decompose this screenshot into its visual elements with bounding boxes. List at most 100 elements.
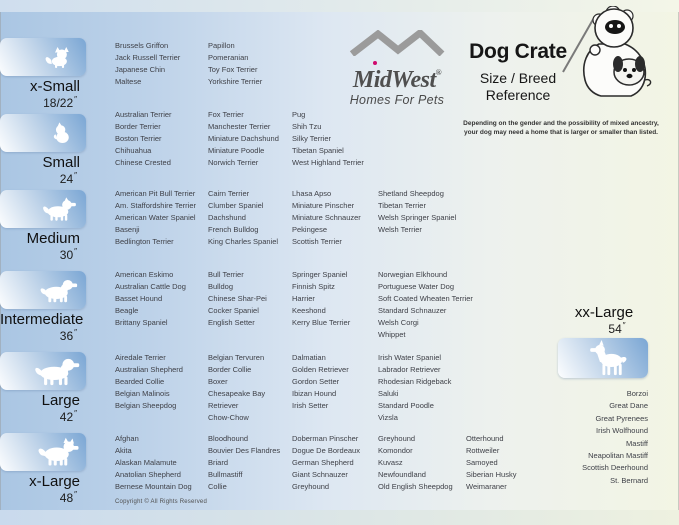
intermediate-dog-icon <box>40 279 78 303</box>
title-block: Dog Crate Size / Breed Reference <box>452 40 584 103</box>
page-subtitle-line1: Size / Breed <box>479 70 557 86</box>
breed-name: Standard Poodle <box>378 401 434 410</box>
breed-column: Pug Shih Tzu Silky Terrier Tibetan Spaniel W… <box>292 109 364 169</box>
breed-name: Cocker Spaniel <box>208 306 259 315</box>
size-section-xx-large: xx-Large 54″ <box>552 304 656 336</box>
breed-name: West Highland Terrier <box>292 158 364 167</box>
breed-name: Brittany Spaniel <box>115 318 168 327</box>
copyright-text: Copyright © All Rights Reserved <box>115 499 207 505</box>
breed-column: Bloodhound Bouvier Des Flandres Briard Bull… <box>208 433 280 493</box>
breed-column: Borzoi Great Dane Great Pyrenees Irish Wolf… <box>450 388 648 487</box>
breed-name: Standard Schnauzer <box>378 306 447 315</box>
breed-name: Saluki <box>378 389 399 398</box>
breed-name: Clumber Spaniel <box>208 201 264 210</box>
breed-column: Irish Water Spaniel Labrador Retriever Rho… <box>378 352 451 424</box>
breed-column: Norwegian Elkhound Portuguese Water Dog So… <box>378 269 473 341</box>
breed-column: Otterhound Rottweiler Samoyed Siberian Husk… <box>466 433 516 493</box>
breed-name: German Shepherd <box>292 458 354 467</box>
x-small-badge <box>0 38 86 76</box>
breed-name: Belgian Sheepdog <box>115 401 177 410</box>
size-section-large: Large 42″ <box>0 352 86 424</box>
breed-name: Miniature Pinscher <box>292 201 355 210</box>
breed-name: Chinese Crested <box>115 158 171 167</box>
breed-name: Belgian Tervuren <box>208 353 265 362</box>
xx-large-dog-icon <box>590 340 627 376</box>
registered-mark: ® <box>435 68 442 77</box>
breed-name: Otterhound <box>466 434 504 443</box>
x-small-dog-icon <box>45 47 69 68</box>
breed-name: Great Pyrenees <box>595 413 648 423</box>
logo-i-dot <box>373 61 377 65</box>
size-dimension: 18/22″ <box>43 95 77 110</box>
breed-name: Border Terrier <box>115 122 161 131</box>
breed-column: Airedale Terrier Australian Shepherd Beard… <box>115 352 183 412</box>
breed-column: Cairn Terrier Clumber Spaniel Dachshund Fre… <box>208 188 278 248</box>
breed-name: Cairn Terrier <box>208 189 250 198</box>
breed-name: Collie <box>208 482 227 491</box>
breed-name: Chihuahua <box>115 146 152 155</box>
breed-name: Anatolian Shepherd <box>115 470 181 479</box>
breed-name: Whippet <box>378 330 406 339</box>
breed-name: Rottweiler <box>466 446 500 455</box>
breed-name: Afghan <box>115 434 139 443</box>
breed-column: American Pit Bull Terrier Am. Staffordshi… <box>115 188 196 248</box>
breed-name: Am. Staffordshire Terrier <box>115 201 197 210</box>
breed-name: Bernese Mountain Dog <box>115 482 192 491</box>
breed-name: Briard <box>208 458 229 467</box>
breed-name: Scottish Terrier <box>292 237 342 246</box>
breed-name: Bullmastiff <box>208 470 243 479</box>
breed-name: Springer Spaniel <box>292 270 348 279</box>
breed-name: Great Dane <box>609 401 648 411</box>
breed-column: Dalmatian Golden Retriever Gordon Setter Ib… <box>292 352 349 412</box>
breed-name: Newfoundland <box>378 470 426 479</box>
breed-name: Welsh Springer Spaniel <box>378 213 457 222</box>
breed-column: Afghan Akita Alaskan Malamute Anatolian She… <box>115 433 192 493</box>
breed-name: Border Collie <box>208 365 252 374</box>
breed-name: Gordon Setter <box>292 377 340 386</box>
size-section-x-small: x-Small 18/22″ <box>0 38 86 110</box>
breed-name: Weimaraner <box>466 482 507 491</box>
breed-column: American Eskimo Australian Cattle Dog Bass… <box>115 269 186 329</box>
breed-name: Pomeranian <box>208 53 249 62</box>
breed-name: Bearded Collie <box>115 377 165 386</box>
breed-name: Akita <box>115 446 132 455</box>
breed-name: Fox Terrier <box>208 110 244 119</box>
breed-name: Siberian Husky <box>466 470 517 479</box>
ancestry-note: Depending on the gender and the possibil… <box>446 120 676 137</box>
breed-name: Jack Russell Terrier <box>115 53 181 62</box>
large-badge <box>0 352 86 390</box>
breed-name: Dalmatian <box>292 353 326 362</box>
breed-name: Vizsla <box>378 413 398 422</box>
breed-column: Belgian Tervuren Border Collie Boxer Chesap… <box>208 352 265 424</box>
size-dimension: 30″ <box>59 247 77 262</box>
size-label: Medium <box>26 230 80 247</box>
breed-name: Irish Water Spaniel <box>378 353 442 362</box>
breed-name: Scottish Deerhound <box>582 463 648 473</box>
breed-column: Bull Terrier Bulldog Chinese Shar-Pei Cocke… <box>208 269 267 329</box>
breed-name: Welsh Terrier <box>378 225 422 234</box>
size-dimension: 42″ <box>59 409 77 424</box>
breed-name: Papillon <box>208 41 235 50</box>
size-dimension: 54″ <box>608 321 626 336</box>
breed-name: Shetland Sheepdog <box>378 189 444 198</box>
breed-name: Irish Setter <box>292 401 329 410</box>
breed-name: Boxer <box>208 377 228 386</box>
large-dog-icon <box>35 358 80 386</box>
breed-name: Chesapeake Bay Retriever <box>208 389 266 410</box>
size-label: x-Large <box>29 473 80 490</box>
breed-name: Irish Wolfhound <box>596 426 648 436</box>
breed-column: Australian Terrier Border Terrier Boston T… <box>115 109 172 169</box>
breed-name: Greyhound <box>292 482 330 491</box>
x-large-dog-icon <box>38 437 79 466</box>
breed-name: Dachshund <box>208 213 246 222</box>
size-section-medium: Medium 30″ <box>0 190 86 262</box>
breed-name: Rhodesian Ridgeback <box>378 377 452 386</box>
breed-name: Portuguese Water Dog <box>378 282 455 291</box>
size-label: Small <box>42 154 80 171</box>
breed-name: Basset Hound <box>115 294 163 303</box>
breed-column: Fox Terrier Manchester Terrier Miniature D… <box>208 109 279 169</box>
breed-name: Basenji <box>115 225 140 234</box>
size-label: Intermediate <box>0 311 84 328</box>
breed-name: Ibizan Hound <box>292 389 337 398</box>
x-large-badge <box>0 433 86 471</box>
